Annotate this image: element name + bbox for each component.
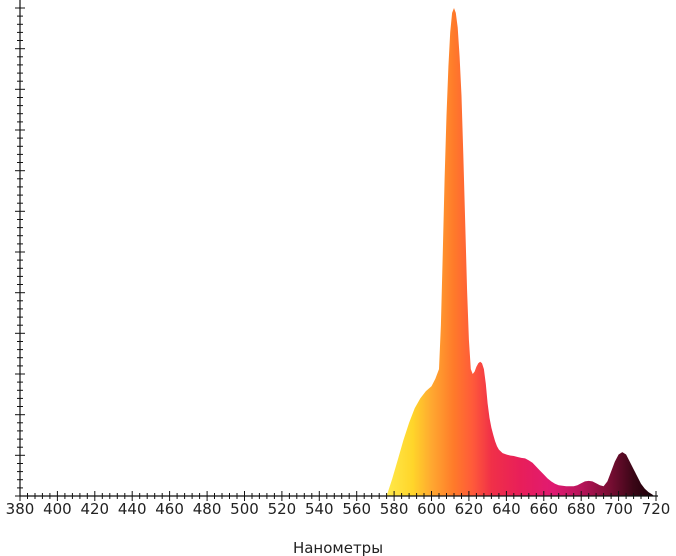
x-tick-label: 520 [268, 500, 297, 518]
x-tick-label: 640 [492, 500, 521, 518]
x-tick-label: 380 [6, 500, 35, 518]
x-tick-label: 660 [529, 500, 558, 518]
x-axis-title: Нанометры [293, 539, 383, 556]
x-tick-label: 540 [305, 500, 334, 518]
x-tick-label: 620 [455, 500, 484, 518]
x-tick-label: 580 [380, 500, 409, 518]
x-tick-label: 440 [118, 500, 147, 518]
axes [15, 0, 658, 501]
x-tick-label: 700 [604, 500, 633, 518]
x-tick-label: 460 [155, 500, 184, 518]
x-tick-label: 400 [43, 500, 72, 518]
x-tick-label: 420 [80, 500, 109, 518]
plot-area [386, 8, 655, 496]
spectrum-area [386, 8, 655, 496]
x-tick-label: 480 [193, 500, 222, 518]
x-tick-label: 560 [342, 500, 371, 518]
x-tick-label: 600 [417, 500, 446, 518]
x-tick-labels: 380 400 420 440 460 480 500 520 540 560 580 600 620 6… [6, 500, 671, 518]
x-tick-label: 720 [642, 500, 671, 518]
x-tick-label: 500 [230, 500, 259, 518]
x-tick-label: 680 [567, 500, 596, 518]
